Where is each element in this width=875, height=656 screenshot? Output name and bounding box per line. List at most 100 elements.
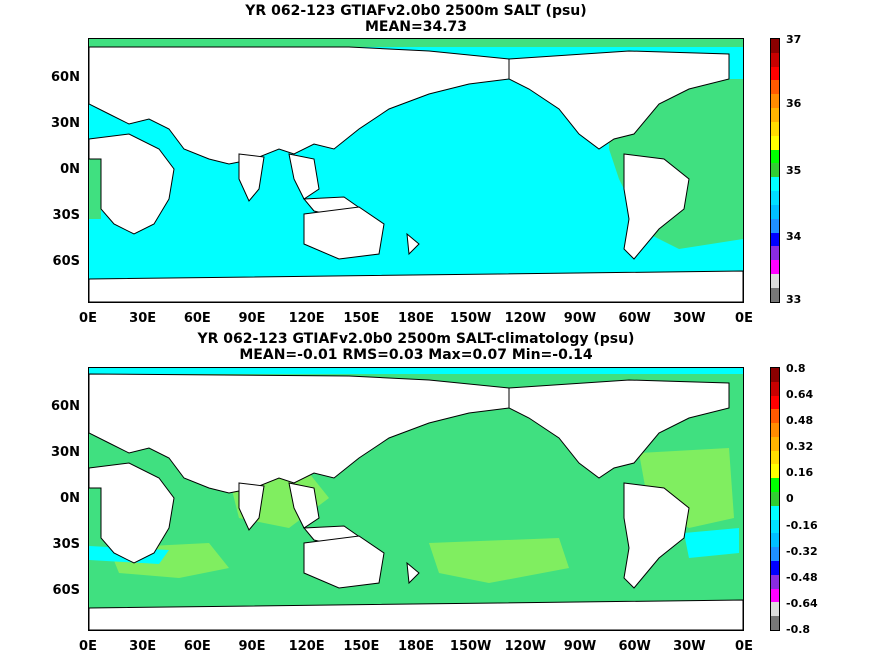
- colorbar-label: 36: [786, 97, 802, 110]
- colorbar-label: 0.48: [786, 414, 814, 427]
- australia: [303, 206, 385, 260]
- colorbar-swatch: [771, 602, 779, 617]
- map-title-top: YR 062-123 GTIAFv2.0b0 2500m SALT (psu) …: [88, 3, 744, 35]
- colorbar-label: -0.16: [786, 519, 818, 532]
- nz: [406, 232, 420, 256]
- lat-tick-label: 60N: [51, 399, 80, 414]
- salinity-anomaly-map: [88, 367, 744, 631]
- colorbar-swatch: [771, 149, 779, 164]
- africa: [89, 462, 175, 564]
- colorbar-bottom: [770, 367, 780, 631]
- lat-tick-label: 0N: [60, 162, 80, 177]
- colorbar-swatch: [771, 588, 779, 603]
- colorbar-label: 34: [786, 230, 802, 243]
- title-line-2: MEAN=34.73: [364, 19, 468, 35]
- lon-tick-label: 120W: [504, 311, 547, 326]
- lat-tick-label: 30N: [51, 445, 80, 460]
- colorbar-swatch: [771, 436, 779, 451]
- india: [238, 482, 265, 531]
- lat-tick-label: 30N: [51, 116, 80, 131]
- title-line-2: MEAN=-0.01 RMS=0.03 Max=0.07 Min=-0.14: [239, 347, 593, 363]
- lon-tick-label: 30W: [673, 311, 706, 326]
- colorbar-swatch: [771, 381, 779, 396]
- anomaly-patch-negative: [89, 368, 743, 374]
- map-title-bottom: YR 062-123 GTIAFv2.0b0 2500m SALT-climat…: [88, 331, 744, 363]
- colorbar-swatch: [771, 191, 779, 205]
- title-line-1: YR 062-123 GTIAFv2.0b0 2500m SALT (psu): [245, 3, 587, 19]
- map-canvas-bottom: [89, 368, 743, 630]
- colorbar-swatch: [771, 218, 779, 233]
- lon-tick-label: 60E: [183, 639, 211, 654]
- map-canvas-top: [89, 39, 743, 302]
- se-asia: [288, 153, 320, 200]
- lon-tick-label: 60E: [183, 311, 211, 326]
- colorbar-swatch: [771, 135, 779, 150]
- colorbar-label: 0.16: [786, 466, 814, 479]
- colorbar-swatch: [771, 274, 779, 288]
- colorbar-swatch: [771, 533, 779, 548]
- colorbar-swatch: [771, 121, 779, 136]
- lon-tick-label: 30E: [129, 639, 157, 654]
- colorbar-swatch: [771, 204, 779, 219]
- colorbar-swatch: [771, 547, 779, 561]
- landmasses: [89, 373, 743, 630]
- lon-tick-label: 90E: [238, 311, 266, 326]
- colorbar-swatch: [771, 409, 779, 424]
- south-america: [623, 153, 690, 260]
- lon-tick-label: 90E: [238, 639, 266, 654]
- colorbar-swatch: [771, 450, 779, 465]
- colorbar-swatch: [771, 163, 779, 178]
- colorbar-label: -0.8: [786, 623, 811, 636]
- colorbar-swatch: [771, 574, 779, 589]
- antarctica: [89, 599, 743, 630]
- nz: [406, 561, 420, 585]
- lon-tick-label: 30E: [129, 311, 157, 326]
- colorbar-swatch: [771, 464, 779, 479]
- west-atlantic-strip: [89, 159, 101, 219]
- colorbar-swatch: [771, 108, 779, 122]
- lon-tick-label: 0E: [79, 311, 97, 326]
- lon-tick-label: 150E: [343, 311, 380, 326]
- colorbar-label: 0.32: [786, 440, 814, 453]
- lat-tick-label: 60S: [52, 254, 80, 269]
- lat-tick-label: 60N: [51, 70, 80, 85]
- salinity-map-top: [88, 38, 744, 303]
- lon-tick-label: 150E: [343, 639, 380, 654]
- lon-tick-label: 90W: [563, 639, 597, 654]
- colorbar-swatch: [771, 246, 779, 261]
- anomaly-patch: [429, 538, 569, 583]
- colorbar-swatch: [771, 52, 779, 67]
- lat-tick-label: 30S: [52, 537, 80, 552]
- lon-tick-label: 120E: [288, 639, 325, 654]
- anomaly-patch-negative: [684, 528, 739, 558]
- colorbar-label: 33: [786, 293, 802, 306]
- se-asia: [288, 482, 320, 529]
- north-america: [508, 50, 730, 150]
- colorbar-label: -0.32: [786, 545, 818, 558]
- colorbar-label: 0: [786, 492, 794, 505]
- colorbar-swatch: [771, 260, 779, 275]
- lon-tick-label: 120E: [288, 311, 325, 326]
- arctic-band: [89, 39, 743, 47]
- lon-tick-label: 0E: [735, 311, 753, 326]
- colorbar-label: -0.48: [786, 571, 818, 584]
- lon-tick-label: 30W: [673, 639, 706, 654]
- colorbar-swatch: [771, 177, 779, 192]
- colorbar-swatch: [771, 368, 779, 382]
- colorbar-swatch: [771, 616, 779, 630]
- colorbar-swatch: [771, 39, 779, 53]
- lon-tick-label: 0E: [79, 639, 97, 654]
- colorbar-swatch: [771, 560, 779, 575]
- australia: [303, 535, 385, 589]
- colorbar-label: 0.64: [786, 388, 814, 401]
- colorbar-swatch: [771, 492, 779, 506]
- north-america: [508, 379, 730, 479]
- lat-tick-label: 0N: [60, 491, 80, 506]
- lon-tick-label: 0E: [735, 639, 753, 654]
- colorbar-swatch: [771, 287, 779, 302]
- lon-tick-label: 90W: [563, 311, 597, 326]
- lon-tick-label: 180E: [397, 311, 435, 326]
- lon-tick-label: 120W: [504, 639, 547, 654]
- colorbar-top: [770, 38, 780, 303]
- colorbar-swatch: [771, 505, 779, 520]
